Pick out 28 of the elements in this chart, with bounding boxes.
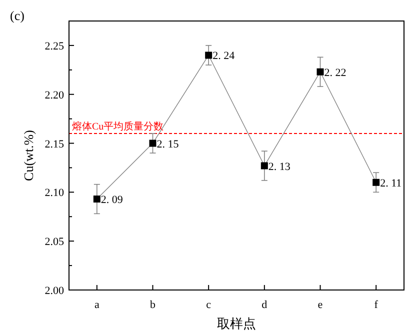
data-label: 2. 15: [156, 138, 180, 150]
x-tick-label: b: [150, 299, 156, 311]
data-label: 2. 24: [212, 50, 236, 62]
y-tick-label: 2.10: [44, 187, 64, 200]
x-axis-title: 取样点: [217, 316, 256, 331]
x-tick-label: e: [318, 299, 323, 311]
data-label: 2. 13: [268, 160, 291, 173]
x-tick-label: a: [94, 299, 100, 311]
point: [149, 140, 156, 147]
data-label: 2. 22: [324, 66, 346, 79]
data-label: 2. 11: [380, 177, 402, 190]
chart-title: (c): [10, 8, 24, 23]
x-tick-label: d: [262, 299, 268, 311]
y-tick-label: 2.00: [44, 285, 64, 297]
ref-line-label: 熔体Cu平均质量分数: [72, 120, 164, 132]
y-tick-label: 2.05: [44, 236, 64, 248]
point: [372, 178, 380, 186]
y-tick-label: 2.25: [44, 40, 64, 52]
y-tick-label: 2.20: [44, 89, 64, 102]
x-tick-label: f: [374, 299, 378, 311]
point: [205, 52, 212, 59]
point: [260, 162, 268, 170]
x-tick-label: c: [206, 299, 212, 311]
y-axis-title: Cu(wt.%): [21, 130, 36, 181]
y-tick-label: 2.15: [44, 138, 64, 150]
data-label: 2. 09: [100, 194, 124, 206]
point: [93, 196, 100, 203]
point: [316, 68, 324, 76]
